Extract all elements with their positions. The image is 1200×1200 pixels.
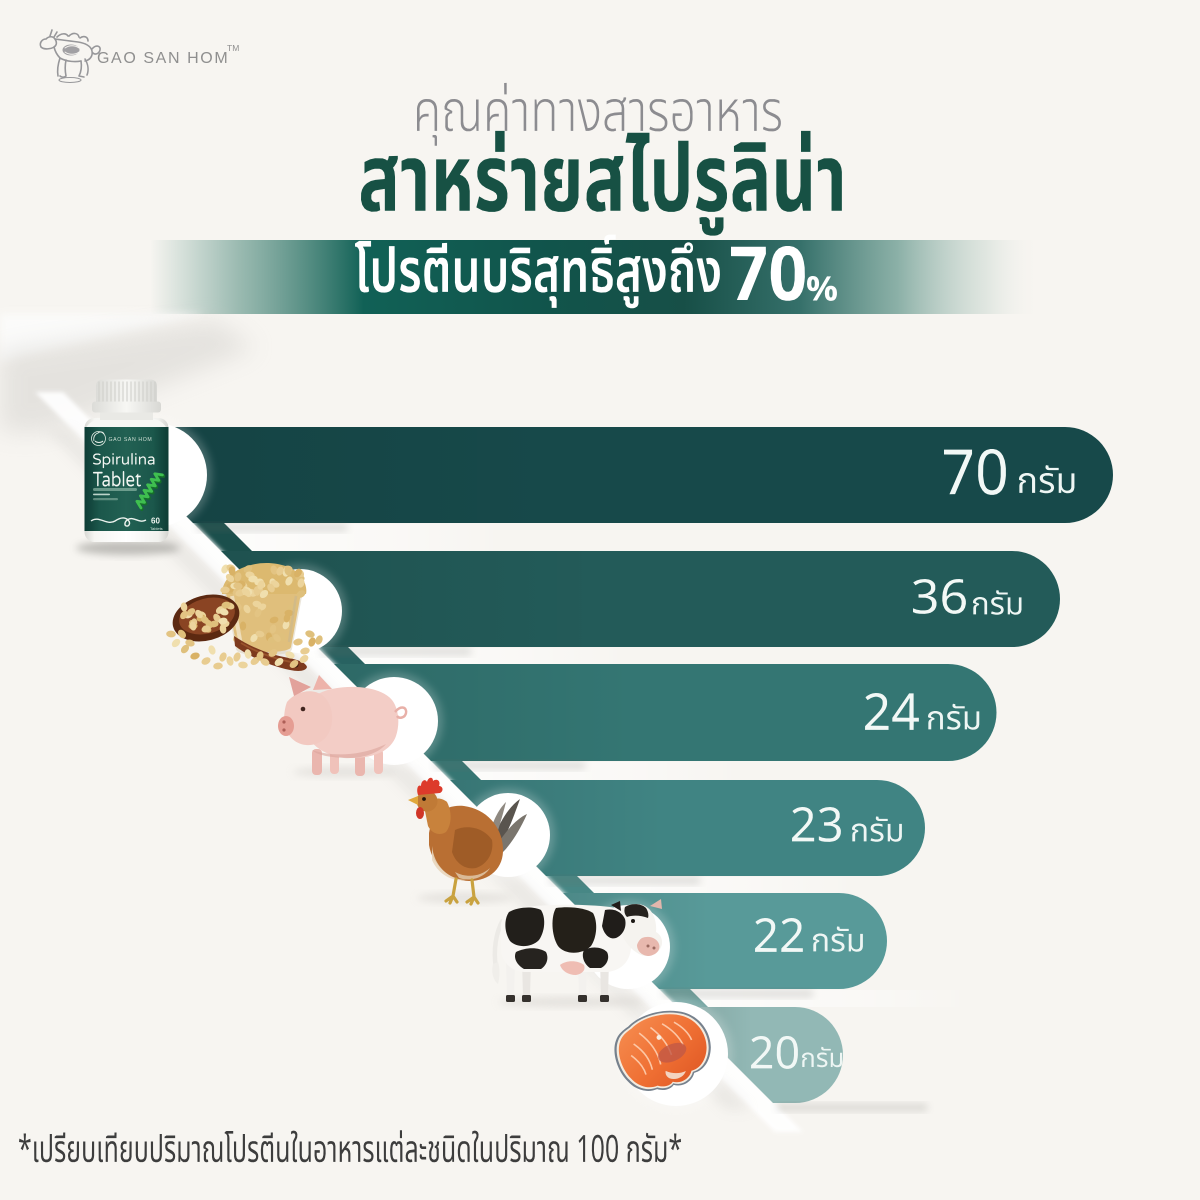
svg-text:60: 60 (151, 517, 160, 526)
svg-text:GAO SAN HOM: GAO SAN HOM (109, 437, 153, 443)
svg-text:TM: TM (227, 43, 239, 53)
svg-text:Tablets: Tablets (150, 526, 163, 531)
svg-text:GAO SAN HOM: GAO SAN HOM (97, 50, 229, 67)
